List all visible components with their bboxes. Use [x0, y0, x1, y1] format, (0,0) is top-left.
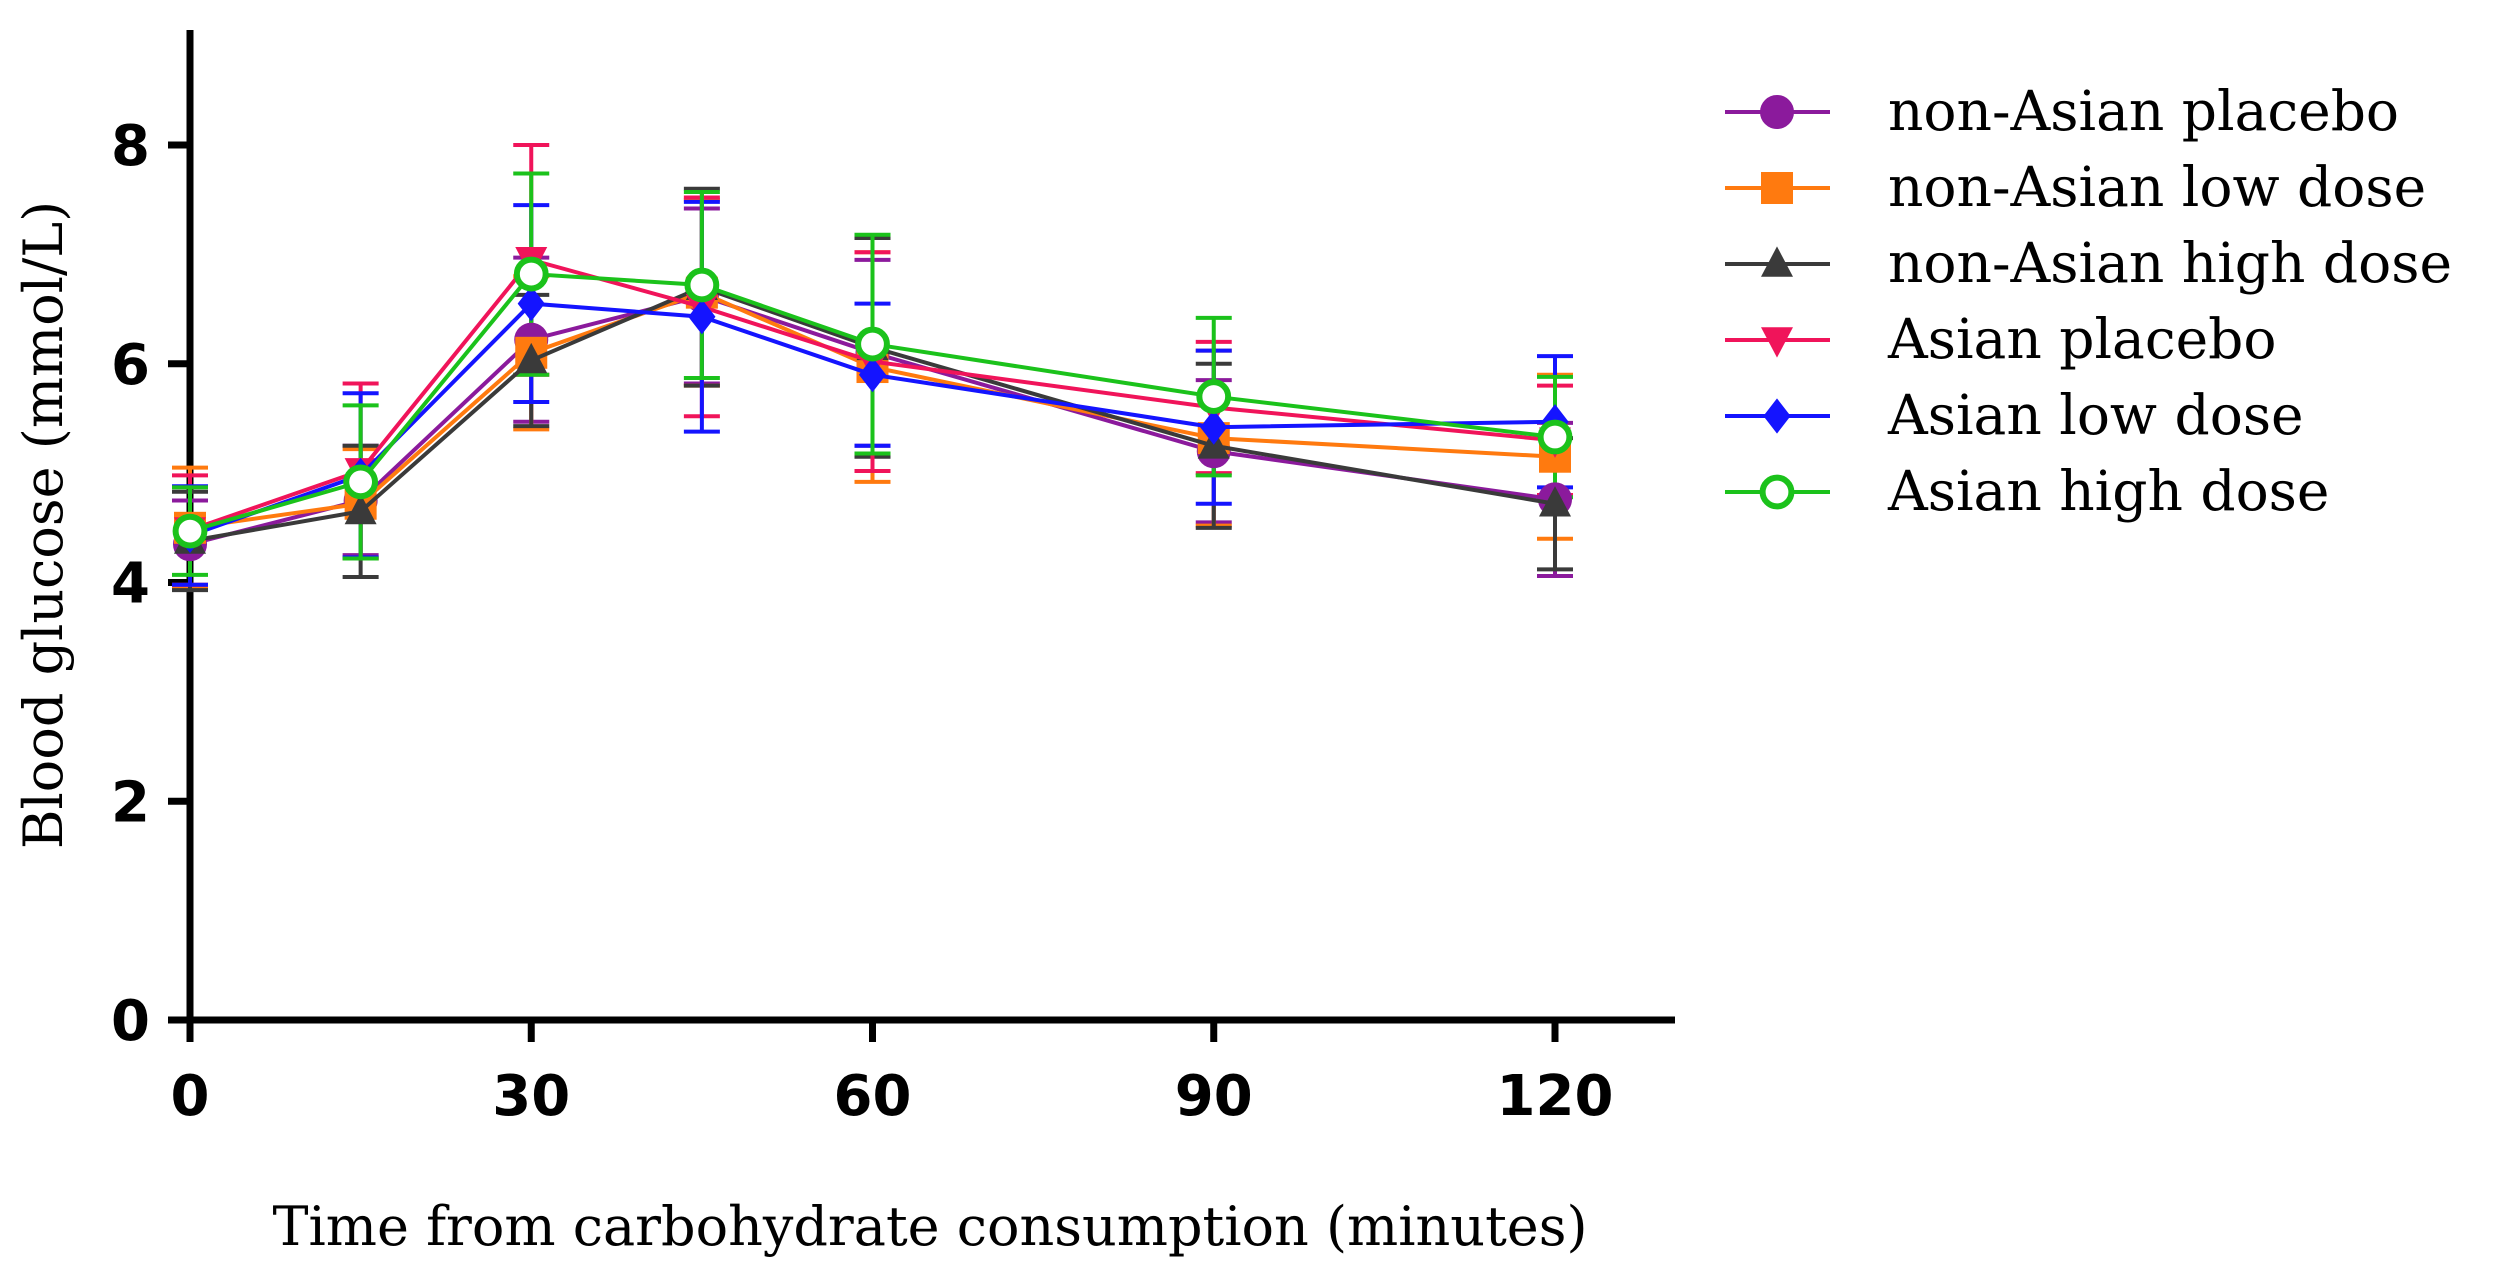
data-point — [1200, 409, 1228, 445]
y-tick-label: 6 — [111, 333, 150, 398]
legend-item: non-Asian placebo — [1725, 79, 2399, 143]
legend-marker — [1761, 246, 1793, 277]
data-point — [517, 285, 545, 322]
legend-item: non-Asian high dose — [1725, 231, 2452, 295]
data-point — [1537, 419, 1573, 455]
legend-marker — [1761, 327, 1793, 358]
x-tick-label: 120 — [1497, 1064, 1614, 1129]
x-tick-label: 90 — [1175, 1064, 1253, 1129]
legend-marker — [1759, 474, 1795, 510]
legend-label: non-Asian high dose — [1888, 231, 2452, 295]
legend-item: Asian low dose — [1725, 383, 2304, 447]
x-tick-label: 60 — [834, 1064, 912, 1129]
data-point — [172, 513, 208, 549]
legend-item: Asian placebo — [1725, 307, 2277, 371]
legend-marker — [1761, 172, 1793, 204]
y-tick-label: 8 — [111, 114, 150, 179]
legend: non-Asian placebo non-Asian low dose non-A… — [1725, 79, 2452, 523]
legend-label: non-Asian low dose — [1888, 155, 2426, 219]
legend-label: Asian low dose — [1887, 383, 2304, 447]
legend-label: non-Asian placebo — [1888, 79, 2399, 143]
legend-label: Asian high dose — [1887, 459, 2329, 523]
x-tick-label: 30 — [492, 1064, 570, 1129]
legend-item: Asian high dose — [1725, 459, 2329, 523]
data-point — [1539, 486, 1571, 517]
data-point — [344, 493, 377, 525]
data-point — [513, 256, 549, 292]
legend-marker — [1760, 95, 1794, 129]
legend-label: Asian placebo — [1887, 307, 2277, 371]
data-point — [515, 342, 548, 374]
series-5 — [172, 256, 1573, 549]
data-point — [858, 357, 887, 393]
series-layer — [172, 143, 1573, 593]
y-axis-title: Blood glucose (mmol/L) — [12, 201, 75, 849]
y-tick-label: 0 — [111, 989, 150, 1054]
y-tick-label: 2 — [111, 770, 150, 835]
y-tick-label: 4 — [111, 552, 150, 617]
data-point — [688, 299, 716, 335]
data-point — [1196, 379, 1232, 414]
legend-marker — [1763, 398, 1791, 434]
data-point — [684, 267, 720, 303]
data-point — [855, 326, 890, 362]
data-point — [343, 464, 379, 500]
axes: 0 2 4 6 8 0 30 60 90 120 — [111, 30, 1675, 1129]
x-axis-title: Time from carbohydrate consumption (minu… — [272, 1195, 1587, 1258]
x-tick-label: 0 — [171, 1064, 210, 1129]
legend-item: non-Asian low dose — [1725, 155, 2426, 219]
